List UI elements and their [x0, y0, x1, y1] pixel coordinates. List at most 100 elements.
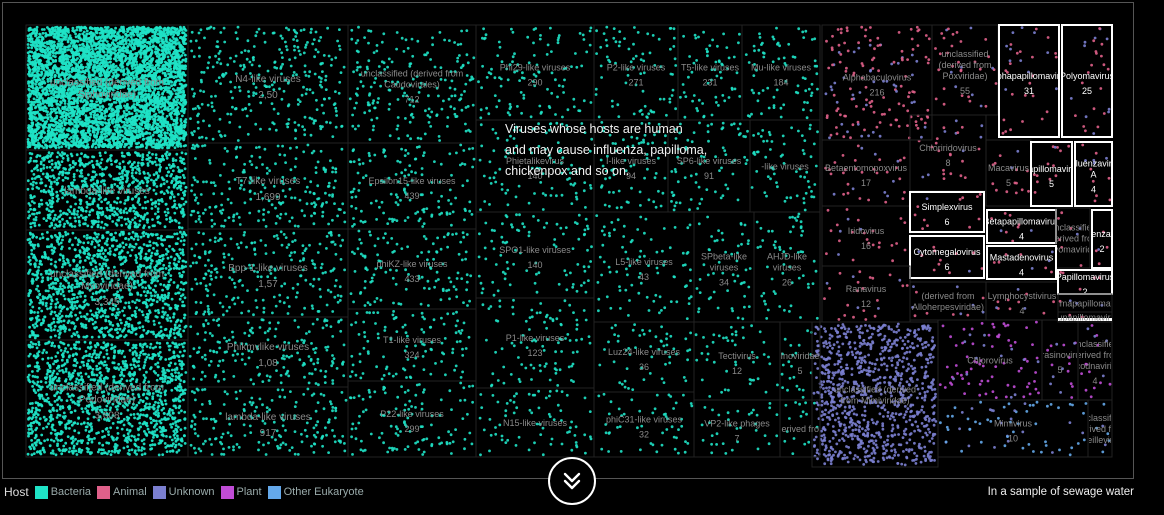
- virus-dot: [174, 109, 177, 113]
- virus-dot: [312, 38, 316, 41]
- virus-dot: [107, 66, 110, 70]
- virus-dot: [30, 111, 33, 115]
- virus-dot: [96, 69, 99, 73]
- virus-dot: [125, 118, 128, 122]
- virus-dot: [329, 64, 333, 67]
- virus-dot: [155, 26, 159, 30]
- virus-dot: [161, 71, 165, 75]
- virus-dot: [181, 51, 185, 55]
- virus-dot: [375, 116, 379, 120]
- virus-dot: [353, 106, 357, 110]
- virus-dot: [31, 121, 35, 125]
- virus-dot: [74, 142, 78, 146]
- virus-dot: [563, 78, 566, 82]
- virus-dot: [513, 52, 516, 56]
- virus-dot: [196, 104, 200, 108]
- virus-dot: [532, 54, 536, 57]
- virus-dot: [101, 39, 104, 43]
- virus-dot: [99, 101, 102, 105]
- virus-dot: [92, 66, 96, 70]
- virus-dot: [367, 29, 370, 33]
- virus-dot: [121, 35, 125, 39]
- virus-dot: [550, 50, 553, 53]
- virus-dot: [449, 105, 453, 109]
- virus-dot: [138, 69, 141, 73]
- virus-dot: [45, 88, 49, 92]
- virus-dot: [214, 94, 217, 98]
- virus-dot: [34, 143, 37, 147]
- virus-dot: [437, 135, 441, 138]
- virus-dot: [136, 108, 139, 112]
- virus-dot: [333, 102, 337, 105]
- virus-dot: [38, 143, 42, 147]
- virus-dot: [133, 109, 137, 112]
- virus-dot: [100, 31, 103, 35]
- virus-dot: [60, 43, 64, 46]
- virus-dot: [78, 54, 82, 58]
- virus-dot: [41, 77, 45, 81]
- virus-dot: [133, 117, 137, 121]
- virus-dot: [88, 26, 92, 30]
- virus-dot: [429, 125, 433, 128]
- virus-dot: [338, 80, 342, 84]
- virus-dot: [149, 107, 152, 110]
- virus-dot: [97, 42, 101, 45]
- virus-dot: [52, 35, 56, 38]
- virus-dot: [368, 138, 372, 141]
- virus-dot: [546, 87, 549, 91]
- virus-dot: [217, 130, 221, 133]
- virus-dot: [122, 25, 125, 29]
- virus-dot: [56, 94, 60, 98]
- virus-dot: [106, 138, 110, 142]
- virus-dot: [27, 142, 30, 145]
- virus-dot: [470, 75, 474, 79]
- virus-dot: [464, 122, 467, 126]
- virus-dot: [64, 32, 67, 36]
- virus-dot: [50, 116, 54, 120]
- virus-dot: [496, 54, 500, 57]
- virus-dot: [203, 36, 206, 40]
- virus-dot: [180, 76, 183, 80]
- virus-dot: [38, 86, 42, 89]
- virus-dot: [336, 39, 339, 43]
- virus-dot: [135, 37, 138, 41]
- virus-dot: [157, 52, 160, 55]
- virus-dot: [61, 71, 64, 75]
- virus-dot: [272, 31, 276, 35]
- virus-dot: [139, 144, 143, 148]
- virus-dot: [497, 99, 501, 103]
- virus-dot: [138, 65, 142, 69]
- virus-dot: [56, 121, 60, 125]
- virus-dots: [26, 25, 1112, 467]
- virus-dot: [356, 66, 360, 69]
- virus-dot: [306, 41, 309, 44]
- virus-dot: [302, 51, 306, 55]
- virus-dot: [114, 70, 118, 74]
- virus-dot: [183, 120, 187, 124]
- virus-dot: [182, 91, 185, 95]
- virus-dot: [64, 105, 67, 108]
- virus-dot: [167, 107, 170, 111]
- virus-dot: [74, 129, 77, 133]
- virus-dot: [236, 25, 240, 29]
- virus-dot: [171, 46, 175, 50]
- virus-dot: [168, 104, 172, 107]
- virus-dot: [78, 43, 82, 47]
- virus-dot: [46, 80, 50, 83]
- virus-dot: [48, 69, 51, 72]
- virus-dot: [258, 64, 261, 68]
- virus-dot: [48, 89, 52, 93]
- virus-dot: [77, 52, 81, 56]
- virus-dot: [61, 38, 65, 41]
- virus-dot: [396, 98, 400, 101]
- virus-dot: [274, 128, 278, 132]
- virus-dot: [163, 88, 167, 92]
- virus-dot: [181, 104, 185, 108]
- virus-dot: [134, 136, 138, 139]
- virus-dot: [440, 107, 444, 111]
- virus-dot: [33, 62, 37, 66]
- virus-dot: [152, 96, 156, 100]
- virus-dot: [303, 128, 306, 132]
- virus-dot: [83, 137, 87, 140]
- virus-dot: [128, 59, 132, 62]
